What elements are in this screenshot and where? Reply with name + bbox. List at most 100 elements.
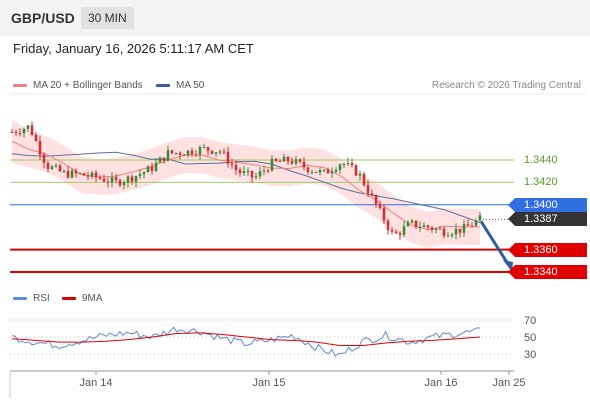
- candle-body: [262, 170, 266, 172]
- legend-ma50: MA 50: [156, 80, 204, 91]
- research-credit: Research © 2026 Trading Central: [431, 80, 581, 91]
- candle-body: [258, 171, 262, 177]
- candle-body: [38, 140, 42, 155]
- candle-body: [62, 170, 66, 172]
- current-price-tag: 1.3387: [508, 212, 587, 227]
- candle-body: [114, 177, 118, 181]
- candle-body: [250, 170, 254, 178]
- candle-body: [270, 158, 274, 171]
- candle-body: [406, 222, 410, 227]
- candle-body: [118, 180, 122, 186]
- candle-body: [290, 161, 294, 164]
- candle-body: [286, 156, 290, 162]
- candle-body: [302, 161, 306, 168]
- candle-body: [206, 147, 210, 151]
- rsi-line: [11, 326, 481, 357]
- ma50-legend-label: MA 50: [176, 80, 205, 91]
- legend-rsi: RSI: [13, 293, 50, 304]
- candle-body: [110, 177, 114, 183]
- ma50-swatch: [156, 83, 170, 87]
- candle-body: [14, 132, 18, 134]
- candle-body: [166, 150, 170, 161]
- candle-body: [386, 220, 390, 230]
- candle-body: [238, 170, 242, 173]
- timeframe-button[interactable]: 30 MIN: [81, 7, 134, 29]
- rsi-ma-swatch: [62, 296, 76, 300]
- candle-body: [98, 177, 102, 179]
- x-tick-label: Jan 14: [79, 377, 112, 389]
- candle-body: [338, 164, 342, 170]
- candle-body: [70, 170, 74, 178]
- candle-body: [22, 128, 26, 134]
- candle-body: [470, 225, 474, 227]
- candle-body: [474, 220, 478, 226]
- rsi-tick-label: 50: [524, 332, 536, 344]
- candle-body: [130, 176, 134, 182]
- level-label-support-2: 1.3340: [508, 265, 587, 279]
- candle-body: [438, 228, 442, 230]
- candle-body: [350, 163, 354, 166]
- rsi-ma-line: [11, 332, 481, 346]
- candle-body: [86, 175, 90, 177]
- candle-body: [378, 204, 382, 208]
- candle-body: [266, 170, 270, 172]
- candle-body: [214, 152, 218, 154]
- candle-body: [330, 171, 334, 174]
- candle-body: [34, 134, 38, 141]
- x-tick-label: Jan 15: [252, 377, 285, 389]
- candle-body: [274, 158, 278, 161]
- candle-body: [78, 173, 82, 175]
- level-label-support-1: 1.3360: [508, 242, 587, 257]
- x-tick-label: Jan 25: [492, 377, 525, 389]
- candle-body: [154, 162, 158, 171]
- candle-body: [134, 176, 138, 182]
- candle-body: [362, 173, 366, 186]
- candle-body: [478, 215, 482, 221]
- candle-body: [230, 163, 234, 166]
- rsi-ma-legend-label: 9MA: [82, 293, 103, 304]
- candle-body: [466, 224, 470, 226]
- top-bar: GBP/USD 30 MIN: [0, 0, 590, 36]
- candle-body: [462, 224, 466, 233]
- candle-body: [122, 182, 126, 186]
- datetime-label: Friday, January 16, 2026 5:11:17 AM CET: [13, 41, 254, 56]
- candle-body: [322, 169, 326, 171]
- candle-body: [358, 173, 362, 176]
- ma20-legend-label: MA 20 + Bollinger Bands: [33, 80, 143, 91]
- legend-ma20: MA 20 + Bollinger Bands: [13, 80, 143, 91]
- candle-body: [442, 228, 446, 236]
- candle-body: [90, 172, 94, 177]
- candle-body: [74, 170, 78, 174]
- candle-body: [402, 226, 406, 235]
- candle-body: [202, 147, 206, 149]
- candle-body: [450, 234, 454, 236]
- candle-body: [354, 165, 358, 176]
- candle-body: [186, 150, 190, 156]
- candle-body: [410, 220, 414, 223]
- candle-body: [422, 225, 426, 228]
- candle-body: [242, 171, 246, 173]
- rsi-swatch: [13, 296, 27, 300]
- candle-body: [18, 133, 22, 135]
- candle-body: [194, 154, 198, 156]
- candle-body: [298, 159, 302, 162]
- candle-body: [390, 229, 394, 232]
- candle-body: [342, 164, 346, 166]
- candle-body: [314, 171, 318, 173]
- candle-body: [294, 159, 298, 164]
- level-label-pivot: 1.3400: [508, 197, 587, 212]
- ma20-swatch: [13, 83, 27, 87]
- candle-body: [434, 228, 438, 230]
- candle-body: [430, 227, 434, 230]
- candle-body: [174, 152, 178, 154]
- candle-body: [146, 166, 150, 173]
- candle-body: [102, 178, 106, 182]
- candle-body: [306, 167, 310, 172]
- candle-body: [222, 151, 226, 153]
- candle-body: [82, 173, 86, 176]
- candle-body: [158, 157, 162, 163]
- rsi-tick-label: 30: [524, 349, 536, 361]
- candle-body: [94, 172, 98, 178]
- candle-body: [54, 165, 58, 167]
